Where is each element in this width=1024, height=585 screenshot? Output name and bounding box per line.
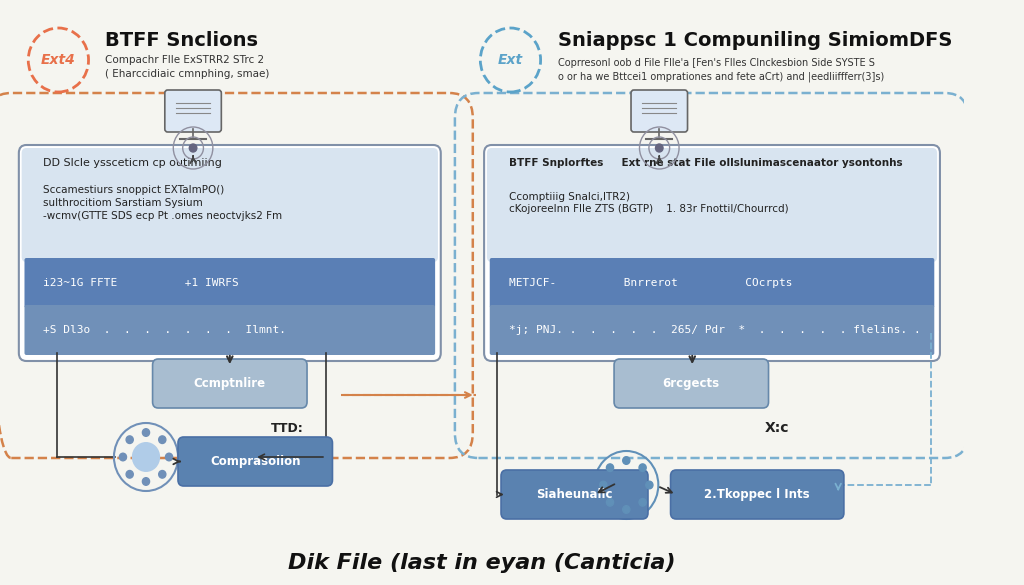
FancyBboxPatch shape	[165, 90, 221, 132]
Circle shape	[126, 470, 133, 478]
Text: Ccmptnlire: Ccmptnlire	[194, 377, 266, 390]
Text: BTFF Snclions: BTFF Snclions	[105, 32, 258, 50]
Text: Sccamestiurs snoppict EXTaImPO()
suIthrocitiom Sarstiam Sysium
-wcmv(GTTE SDS ec: Sccamestiurs snoppict EXTaImPO() suIthro…	[43, 185, 283, 221]
Circle shape	[159, 436, 166, 443]
FancyBboxPatch shape	[671, 470, 844, 519]
Circle shape	[606, 498, 613, 506]
FancyBboxPatch shape	[489, 305, 934, 355]
Circle shape	[606, 464, 613, 472]
FancyBboxPatch shape	[25, 258, 435, 308]
FancyBboxPatch shape	[631, 90, 687, 132]
Circle shape	[655, 144, 664, 152]
Circle shape	[159, 470, 166, 478]
FancyBboxPatch shape	[22, 148, 438, 262]
FancyBboxPatch shape	[487, 148, 937, 262]
Text: Coprresonl oob d File Flle'a [Fen's Flles Clnckesbion Side SYSTE S
o or ha we Bt: Coprresonl oob d File Flle'a [Fen's Flle…	[557, 58, 884, 82]
Text: TTD:: TTD:	[271, 422, 304, 435]
Circle shape	[166, 453, 173, 461]
Text: BTFF Snplorftes     Ext rne stat File ollslunimascenaator ysontonhs: BTFF Snplorftes Ext rne stat File ollslu…	[509, 158, 902, 168]
FancyBboxPatch shape	[614, 359, 769, 408]
Text: Siaheunalic: Siaheunalic	[537, 488, 612, 501]
Text: *j; PNJ. .  .  .  .  .  265/ Pdr  *  .  .  .  .  . flelins. .  .: *j; PNJ. . . . . . 265/ Pdr * . . . . . …	[509, 325, 941, 335]
Circle shape	[639, 464, 646, 472]
Text: +S Dl3o  .  .  .  .  .  .  .  Ilmnt.: +S Dl3o . . . . . . . Ilmnt.	[43, 325, 287, 335]
Text: Ext4: Ext4	[41, 53, 76, 67]
Text: Dik File (last in eyan (Canticia): Dik File (last in eyan (Canticia)	[289, 553, 676, 573]
Circle shape	[120, 453, 127, 461]
FancyBboxPatch shape	[25, 305, 435, 355]
Circle shape	[623, 505, 630, 513]
FancyBboxPatch shape	[489, 258, 934, 308]
Circle shape	[623, 457, 630, 464]
Text: Ext: Ext	[498, 53, 523, 67]
Circle shape	[126, 436, 133, 443]
Text: X:c: X:c	[765, 421, 790, 435]
Text: 6rcgects: 6rcgects	[663, 377, 720, 390]
Circle shape	[142, 478, 150, 486]
Text: Sniappsc 1 Compuniling SimiomDFS: Sniappsc 1 Compuniling SimiomDFS	[557, 32, 952, 50]
FancyBboxPatch shape	[18, 145, 440, 361]
Circle shape	[612, 471, 640, 499]
Circle shape	[646, 481, 653, 489]
FancyBboxPatch shape	[501, 470, 648, 519]
Text: Comprasoiion: Comprasoiion	[210, 455, 300, 468]
Text: Compachr Flle ExSTRR2 STrc 2
( Eharccidiaic cmnphing, smae): Compachr Flle ExSTRR2 STrc 2 ( Eharccidi…	[105, 56, 270, 78]
Circle shape	[189, 144, 197, 152]
Circle shape	[142, 429, 150, 436]
Text: Ccomptiiig Snalci,ITR2)
cKojoreelnn Flle ZTS (BGTP)    1. 83r Fnottil/Chourrcd): Ccomptiiig Snalci,ITR2) cKojoreelnn Flle…	[509, 192, 788, 214]
FancyBboxPatch shape	[153, 359, 307, 408]
Text: 2.Tkoppec l Ints: 2.Tkoppec l Ints	[705, 488, 810, 501]
Text: METJCF-          Bnrrerot          COcrpts: METJCF- Bnrrerot COcrpts	[509, 278, 793, 288]
Circle shape	[600, 481, 607, 489]
Circle shape	[639, 498, 646, 506]
FancyBboxPatch shape	[484, 145, 940, 361]
Circle shape	[132, 443, 160, 472]
FancyBboxPatch shape	[178, 437, 333, 486]
Text: DD Slcle yssceticm cp outimiing: DD Slcle yssceticm cp outimiing	[43, 158, 222, 168]
Text: i23~1G FFTE          +1 IWRFS: i23~1G FFTE +1 IWRFS	[43, 278, 239, 288]
